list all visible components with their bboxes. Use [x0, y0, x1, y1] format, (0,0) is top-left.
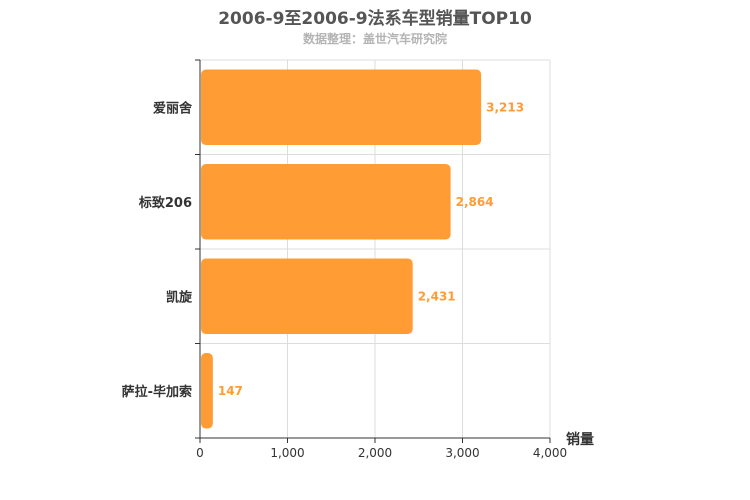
- chart-subtitle: 数据整理：盖世汽车研究院: [302, 32, 447, 46]
- data-label-2: 2,431: [418, 289, 456, 303]
- bar-2: [201, 258, 413, 335]
- x-axis-label: 销量: [566, 431, 594, 448]
- x-tick-label-0: 0: [196, 446, 204, 460]
- bar-series: 3,213 2,864 2,431 147: [201, 69, 524, 429]
- data-label-3: 147: [218, 384, 243, 398]
- y-tick-label-2: 凯旋: [166, 289, 193, 305]
- chart-title: 2006-9至2006-9法系车型销量TOP10: [218, 9, 532, 29]
- x-tick-label-2: 2,000: [358, 446, 392, 460]
- x-tick-label-3: 3,000: [445, 446, 479, 460]
- bar-1: [201, 163, 451, 240]
- y-tick-label-0: 爱丽舍: [153, 100, 193, 116]
- data-label-1: 2,864: [456, 195, 494, 209]
- bar-3: [201, 352, 213, 429]
- y-tick-label-3: 萨拉-毕加索: [122, 384, 192, 400]
- x-tick-label-1: 1,000: [270, 446, 304, 460]
- data-label-0: 3,213: [486, 100, 524, 114]
- x-tick-label-4: 4,000: [533, 446, 567, 460]
- bar-0: [201, 69, 482, 146]
- y-tick-label-1: 标致206: [138, 195, 192, 211]
